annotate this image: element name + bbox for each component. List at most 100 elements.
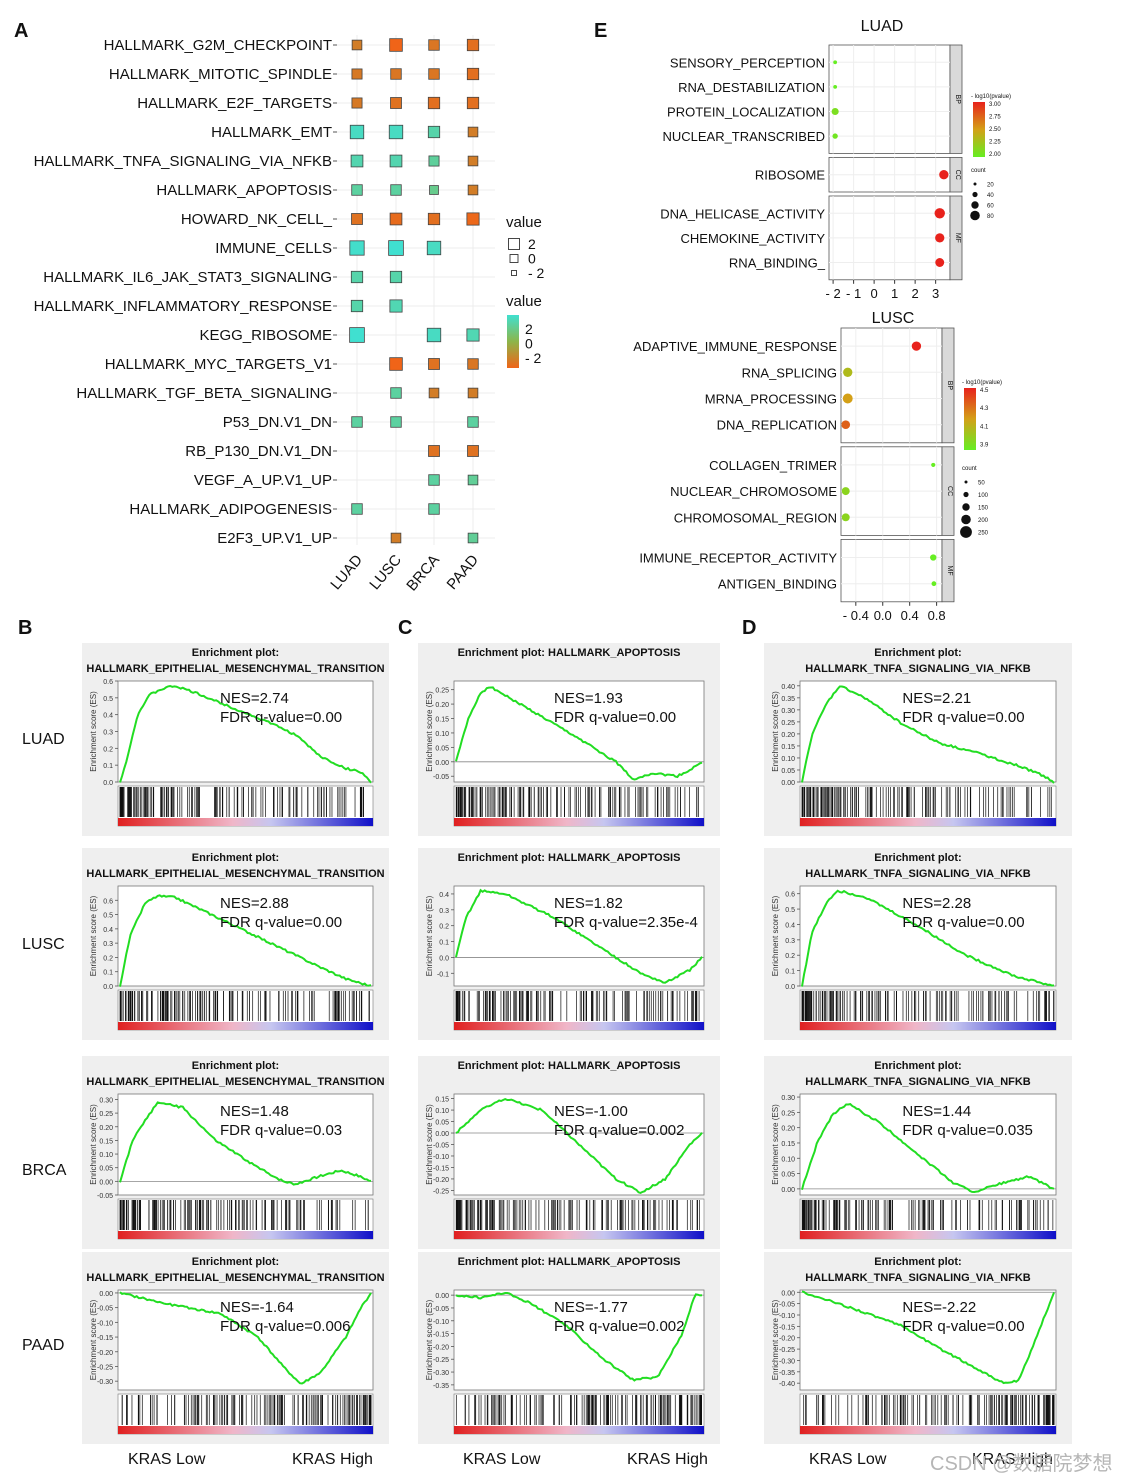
gsea-ytick-label: 0.2 xyxy=(439,924,449,931)
gsea-es-curve xyxy=(801,889,1055,987)
gsea-ytick-label: 0.25 xyxy=(781,720,795,727)
gsea-ylabel: Enrichment score (ES) xyxy=(89,691,98,772)
gsea-ytick-label: 0.3 xyxy=(439,908,449,915)
gsea-fdr-label: FDR q-value=0.00 xyxy=(554,709,676,726)
gsea-plot-area xyxy=(117,885,374,987)
gsea-rank-bar xyxy=(454,1426,704,1434)
gsea-rank-bar xyxy=(118,1231,373,1239)
gsea-fdr-label: FDR q-value=2.35e-4 xyxy=(554,914,698,931)
heatmap-cell xyxy=(390,387,402,399)
heatmap-cell xyxy=(389,154,403,168)
dotplot-point xyxy=(841,420,851,430)
gsea-ytick-label: 0.00 xyxy=(781,780,795,787)
gsea-ytick-label: -0.25 xyxy=(433,1188,449,1195)
gsea-ylabel: Enrichment score (ES) xyxy=(89,1299,98,1380)
gsea-ytick-label: -0.35 xyxy=(433,1383,449,1390)
gsea-title-line1: Enrichment plot: xyxy=(192,852,279,864)
gsea-ytick-label: 0.0 xyxy=(103,780,113,787)
gsea-ytick-label: 0.2 xyxy=(103,955,113,962)
gsea-hits-area xyxy=(117,1198,374,1240)
gsea-ylabel: Enrichment score (ES) xyxy=(771,1104,780,1185)
dotplot-strip xyxy=(941,539,955,603)
heatmap-cell xyxy=(466,328,480,342)
gsea-plot-area xyxy=(799,680,1057,783)
gsea-ytick-label: 0.4 xyxy=(439,892,449,899)
gsea-title-line2: HALLMARK_EPITHELIAL_MESENCHYMAL_TRANSITI… xyxy=(86,1272,384,1284)
gsea-ytick-label: 0.25 xyxy=(435,688,449,695)
gsea-ytick-label: 0.2 xyxy=(103,746,113,753)
gsea-hits-area xyxy=(453,1393,705,1435)
heatmap-cell xyxy=(466,96,480,110)
gsea-ytick-label: -0.20 xyxy=(433,1177,449,1184)
heatmap-cell xyxy=(351,503,363,515)
dotplot-point xyxy=(931,462,936,467)
gsea-title-line1: Enrichment plot: HALLMARK_APOPTOSIS xyxy=(458,1256,681,1268)
gsea-ytick-label: 0.0 xyxy=(439,955,449,962)
gsea-rank-bar xyxy=(118,818,373,826)
heatmap-cell xyxy=(428,39,440,51)
gsea-nes-label: NES=1.93 xyxy=(554,690,623,707)
heatmap-cell xyxy=(390,184,402,196)
heatmap-cell xyxy=(390,532,402,544)
gsea-ytick-label: 0.6 xyxy=(785,892,795,899)
gsea-plot-area xyxy=(117,680,374,783)
gsea-hits-area xyxy=(453,989,705,1031)
gsea-ytick-label: -0.25 xyxy=(97,1364,113,1371)
heatmap-cell xyxy=(467,358,479,370)
color-legend-label: 0 xyxy=(525,336,533,352)
gsea-panel-bg xyxy=(764,1252,1072,1444)
gsea-title-line1: Enrichment plot: HALLMARK_APOPTOSIS xyxy=(458,852,681,864)
gsea-ytick-label: -0.15 xyxy=(433,1332,449,1339)
dotplot-strip xyxy=(949,195,963,281)
gsea-rank-bar xyxy=(118,1426,373,1434)
gsea-ylabel: Enrichment score (ES) xyxy=(771,1299,780,1380)
heatmap-cell xyxy=(466,67,480,81)
gsea-ytick-label: 0.20 xyxy=(99,1125,113,1132)
gsea-rank-bar xyxy=(454,1231,704,1239)
dotplot-count-label: 200 xyxy=(978,518,989,524)
heatmap-row-label: E2F3_UP.V1_UP xyxy=(217,530,332,547)
dotplot-point xyxy=(935,258,945,267)
heatmap-cell xyxy=(426,240,442,256)
size-legend-square xyxy=(511,270,517,276)
dotplot-point xyxy=(931,581,937,587)
gsea-ylabel: Enrichment score (ES) xyxy=(425,895,434,976)
heatmap-cell xyxy=(428,474,440,486)
color-legend-title: value xyxy=(506,293,542,310)
dotplot-facet xyxy=(828,44,951,154)
gsea-ytick-label: -0.05 xyxy=(433,1143,449,1150)
x-label-high-d: KRAS High xyxy=(972,1451,1053,1468)
gsea-rank-bar xyxy=(800,1231,1056,1239)
size-legend-label: 2 xyxy=(528,236,536,252)
gsea-rank-bar xyxy=(454,1022,704,1030)
gsea-nes-label: NES=-1.00 xyxy=(554,1103,628,1120)
heatmap-row-label: HALLMARK_INFLAMMATORY_RESPONSE xyxy=(34,298,332,315)
gsea-ytick-label: -0.25 xyxy=(779,1347,795,1354)
dotplot-strip-label: CC xyxy=(954,170,961,180)
dotplot-term-label: NUCLEAR_CHROMOSOME xyxy=(670,484,837,499)
gsea-ytick-label: 0.1 xyxy=(439,940,449,947)
heatmap-cell xyxy=(467,155,479,167)
dotplot-title: LUAD xyxy=(861,18,904,35)
gsea-ytick-label: -0.20 xyxy=(97,1350,113,1357)
heatmap-cell xyxy=(428,445,440,457)
gsea-ylabel: Enrichment score (ES) xyxy=(771,895,780,976)
dotplot-count-label: 150 xyxy=(978,506,989,512)
gsea-ytick-label: -0.05 xyxy=(779,1302,795,1309)
gsea-panel-bg xyxy=(82,643,389,836)
dotplot-point xyxy=(939,170,949,180)
gsea-ytick-label: -0.05 xyxy=(433,1306,449,1313)
gsea-rank-bar xyxy=(454,818,704,826)
gsea-title-line2: HALLMARK_EPITHELIAL_MESENCHYMAL_TRANSITI… xyxy=(86,1076,384,1088)
panel-letter-e: E xyxy=(594,20,608,42)
gsea-ytick-label: 0.05 xyxy=(435,745,449,752)
size-legend-square xyxy=(508,238,520,250)
gsea-ytick-label: 0.00 xyxy=(99,1179,113,1186)
dotplot-count-label: 60 xyxy=(987,204,994,210)
dotplot-term-label: RNA_DESTABILIZATION xyxy=(678,80,825,95)
dotplot-count-label: 250 xyxy=(978,531,989,537)
gsea-title-line1: Enrichment plot: xyxy=(874,1060,961,1072)
gsea-ytick-label: 0.05 xyxy=(435,1120,449,1127)
gsea-es-curve xyxy=(119,1101,372,1186)
heatmap-row-label: RB_P130_DN.V1_DN xyxy=(185,443,332,460)
